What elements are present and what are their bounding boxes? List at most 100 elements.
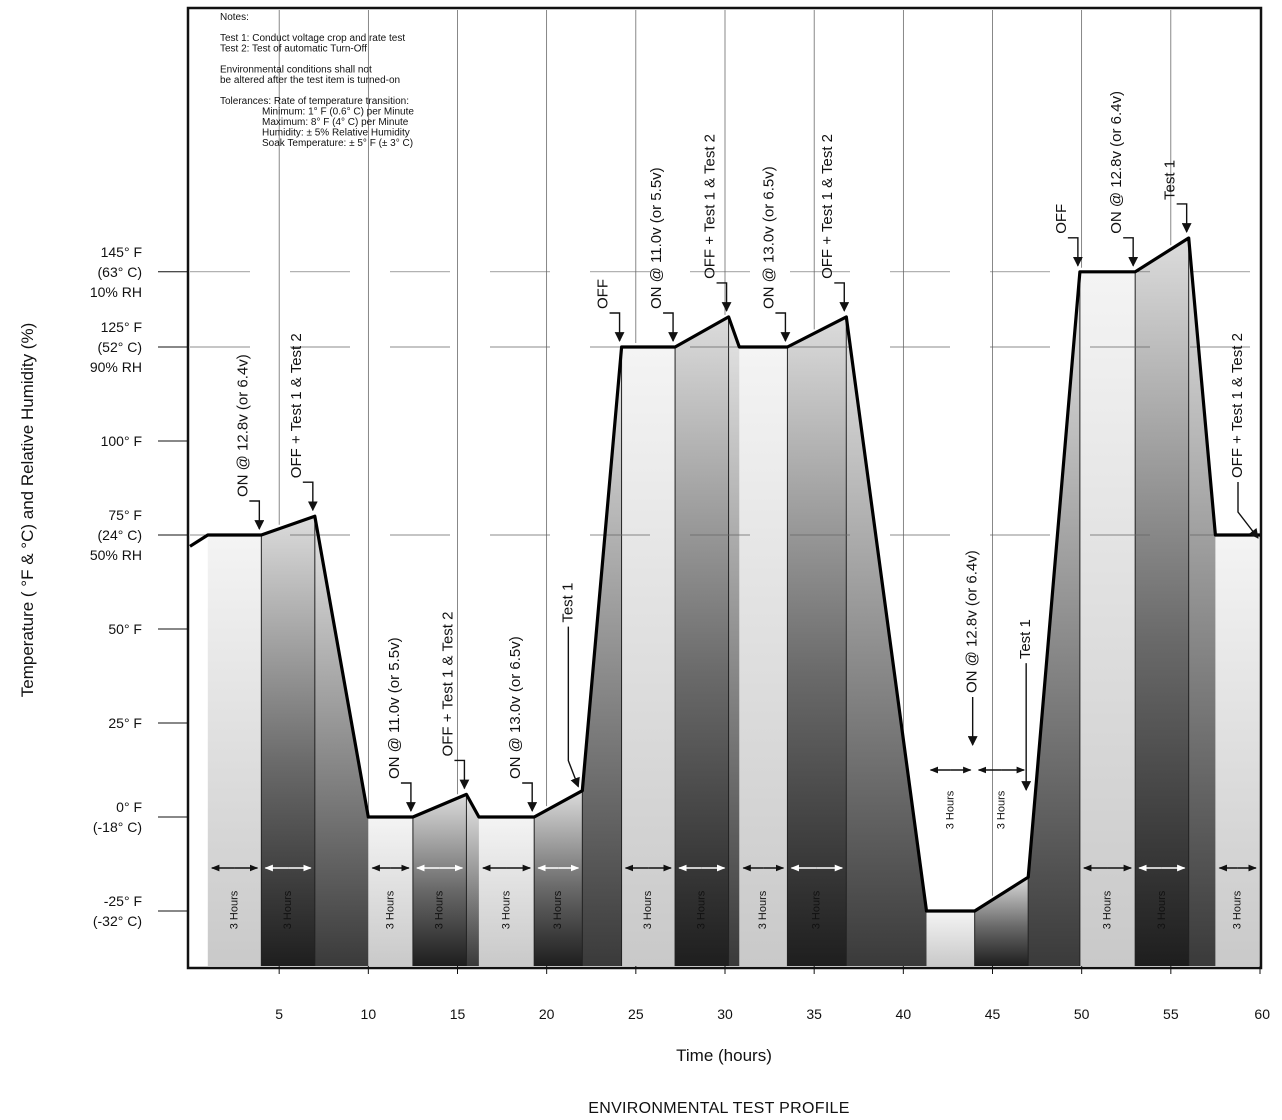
y-tick-label-1-2: (63° C) bbox=[98, 264, 143, 280]
y-tick-label-8-2: (-32° C) bbox=[93, 913, 142, 929]
event-arrow-16 bbox=[1176, 203, 1192, 233]
event-arrow-6 bbox=[567, 626, 580, 788]
x-tick-label-6: 30 bbox=[717, 1006, 733, 1022]
duration-label-2: 3 Hours bbox=[282, 890, 294, 929]
y-tick-label-5-1: 50° F bbox=[108, 621, 142, 637]
event-arrow-10 bbox=[775, 312, 791, 342]
event-arrow-4 bbox=[454, 759, 470, 790]
event-label-3: ON @ 11.0v (or 5.5v) bbox=[386, 637, 403, 779]
y-tick-label-1-3: 10% RH bbox=[90, 284, 142, 300]
note-line-10: Minimum: 1° F (0.6° C) per Minute bbox=[262, 107, 414, 118]
profile-band-10 bbox=[787, 316, 847, 966]
duration-label-8: 3 Hours bbox=[696, 890, 708, 929]
temperature-profile-line bbox=[189, 236, 1260, 913]
note-line-4: Test 2: Test of automatic Turn-Off bbox=[220, 44, 367, 55]
duration-label-6: 3 Hours bbox=[552, 890, 564, 929]
profile-band-9 bbox=[739, 347, 788, 966]
profile-band-7 bbox=[621, 347, 676, 966]
event-arrow-14 bbox=[1067, 237, 1083, 267]
event-label-15: ON @ 12.8v (or 6.4v) bbox=[1108, 91, 1125, 234]
duration-markers: 3 Hours 3 Hours 3 Hours 3 Hours 3 Hours 3 Hou… bbox=[210, 766, 1257, 929]
event-label-14: OFF bbox=[1053, 204, 1070, 234]
profile-band-13 bbox=[1079, 271, 1136, 966]
event-label-10: ON @ 13.0v (or 6.5v) bbox=[760, 166, 777, 309]
profile-band-11 bbox=[926, 911, 975, 966]
y-axis-title: Temperature ( °F & °C) and Relative Humi… bbox=[18, 323, 37, 697]
event-arrow-9 bbox=[716, 282, 732, 312]
x-tick-label-4: 20 bbox=[539, 1006, 555, 1022]
note-line-11: Maximum: 8° F (4° C) per Minute bbox=[262, 117, 409, 128]
chart-title: ENVIRONMENTAL TEST PROFILE bbox=[588, 1100, 849, 1117]
x-tick-label-9: 45 bbox=[985, 1006, 1001, 1022]
y-tick-label-2-2: (52° C) bbox=[98, 339, 143, 355]
x-tick-label-10: 50 bbox=[1074, 1006, 1090, 1022]
event-label-16: Test 1 bbox=[1162, 160, 1179, 200]
duration-label-15: 3 Hours bbox=[1232, 890, 1244, 929]
event-label-11: OFF + Test 1 & Test 2 bbox=[819, 134, 836, 279]
profile-band-2 bbox=[261, 516, 315, 966]
profile-band-21 bbox=[1028, 271, 1080, 966]
duration-label-4: 3 Hours bbox=[434, 890, 446, 929]
event-label-12: ON @ 12.8v (or 6.4v) bbox=[964, 550, 981, 693]
profile-band-12 bbox=[974, 877, 1029, 966]
y-tick-label-4-1: 75° F bbox=[108, 507, 142, 523]
notes-block: Notes: Test 1: Conduct voltage crop and r… bbox=[220, 12, 414, 149]
profile-band-4 bbox=[412, 794, 467, 966]
duration-label-9: 3 Hours bbox=[757, 890, 769, 929]
x-tick-label-7: 35 bbox=[806, 1006, 822, 1022]
profile-band-3 bbox=[368, 817, 413, 966]
note-line-12: Humidity: ± 5% Relative Humidity bbox=[262, 128, 410, 139]
x-tick-label-11: 55 bbox=[1163, 1006, 1179, 1022]
x-tick-label-8: 40 bbox=[896, 1006, 912, 1022]
event-label-2: OFF + Test 1 & Test 2 bbox=[288, 333, 305, 478]
profile-band-6 bbox=[534, 790, 583, 966]
note-line-6: Environmental conditions shall not bbox=[220, 65, 372, 76]
event-label-7: OFF bbox=[595, 279, 612, 309]
profile-band-5 bbox=[478, 817, 535, 966]
y-tick-label-7-1: 0° F bbox=[116, 799, 142, 815]
y-tick-label-8-1: -25° F bbox=[104, 893, 142, 909]
event-label-9: OFF + Test 1 & Test 2 bbox=[702, 134, 719, 279]
duration-label-3: 3 Hours bbox=[385, 890, 397, 929]
profile-band-19 bbox=[728, 316, 740, 966]
duration-label-7: 3 Hours bbox=[642, 890, 654, 929]
temperature-profile bbox=[189, 236, 1260, 913]
y-tick-label-2-1: 125° F bbox=[101, 319, 142, 335]
y-tick-label-3-1: 100° F bbox=[101, 433, 142, 449]
y-tick-label-2-3: 90% RH bbox=[90, 359, 142, 375]
y-tick-label-4-3: 50% RH bbox=[90, 547, 142, 563]
y-tick-label-6-1: 25° F bbox=[108, 715, 142, 731]
profile-band-8 bbox=[675, 316, 729, 966]
x-tick-label-3: 15 bbox=[450, 1006, 466, 1022]
note-line-13: Soak Temperature: ± 5° F (± 3° C) bbox=[262, 138, 413, 149]
event-arrow-7 bbox=[609, 312, 625, 342]
event-arrow-15 bbox=[1123, 237, 1139, 267]
duration-label-12: 3 Hours bbox=[995, 790, 1007, 829]
event-annotations: ON @ 12.8v (or 6.4v) OFF + Test 1 & Test … bbox=[234, 91, 1259, 812]
profile-band-18 bbox=[582, 347, 622, 966]
note-line-7: be altered after the test item is turned… bbox=[220, 75, 400, 86]
profile-band-14 bbox=[1135, 238, 1189, 966]
event-arrow-11 bbox=[834, 282, 850, 312]
profile-band-17 bbox=[466, 794, 479, 966]
event-label-17: OFF + Test 1 & Test 2 bbox=[1229, 333, 1246, 478]
event-label-4: OFF + Test 1 & Test 2 bbox=[439, 612, 456, 757]
x-axis-ticks: 5 10 15 20 25 30 35 40 45 50 55 60 bbox=[275, 966, 1270, 1022]
event-arrow-8 bbox=[663, 312, 678, 342]
x-axis-title: Time (hours) bbox=[676, 1046, 772, 1065]
event-label-1: ON @ 12.8v (or 6.4v) bbox=[234, 354, 251, 497]
event-label-5: ON @ 13.0v (or 6.5v) bbox=[507, 636, 524, 779]
event-arrow-3 bbox=[400, 782, 416, 812]
event-label-8: ON @ 11.0v (or 5.5v) bbox=[648, 167, 665, 309]
note-line-9: Tolerances: Rate of temperature transiti… bbox=[220, 96, 409, 107]
x-tick-label-12: 60 bbox=[1254, 1006, 1270, 1022]
reference-guide-lines bbox=[190, 271, 1260, 536]
event-arrow-17 bbox=[1237, 482, 1259, 539]
duration-label-1: 3 Hours bbox=[228, 890, 240, 929]
duration-label-5: 3 Hours bbox=[500, 890, 512, 929]
duration-label-13: 3 Hours bbox=[1101, 890, 1113, 929]
event-arrow-5 bbox=[522, 782, 538, 812]
x-tick-label-5: 25 bbox=[628, 1006, 644, 1022]
x-tick-label-1: 5 bbox=[275, 1006, 283, 1022]
